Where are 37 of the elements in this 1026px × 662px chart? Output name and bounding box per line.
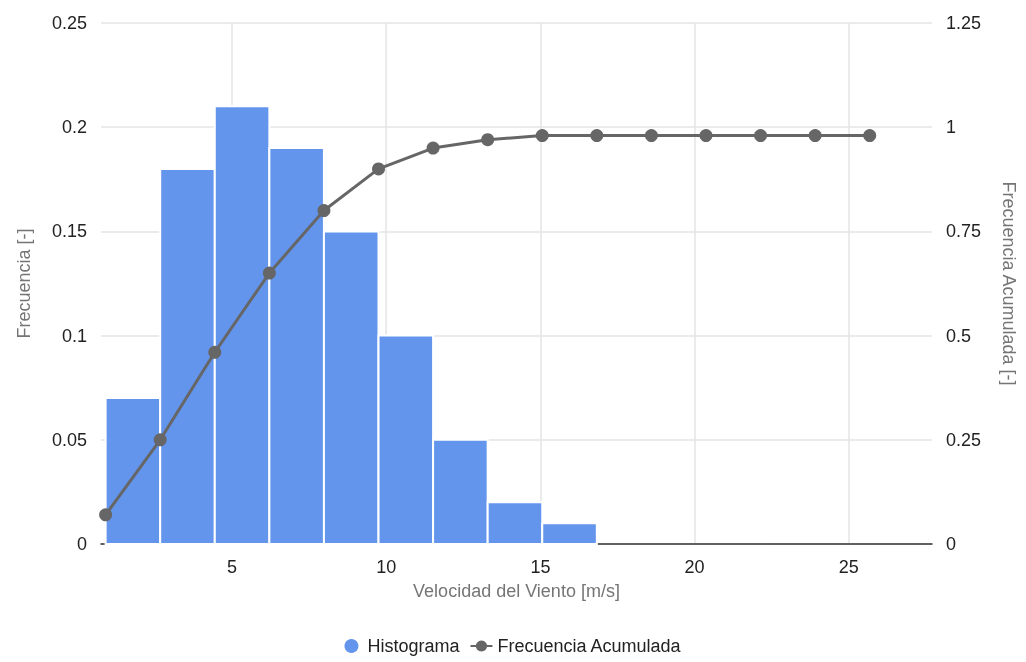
y2-tick-label: 1.25 <box>946 13 982 33</box>
point <box>208 345 222 359</box>
point <box>699 129 713 143</box>
point <box>372 162 386 176</box>
point <box>535 129 549 143</box>
point <box>99 508 113 522</box>
y2-tick-label: 1 <box>946 117 957 138</box>
y-tick-label: 0.25 <box>51 13 87 33</box>
x-tick-label: 5 <box>227 557 238 577</box>
legend-label: Histograma <box>367 636 461 656</box>
y2-axis-title: Frecuencia Acumulada [-] <box>999 181 1019 386</box>
y-tick-label: 0.15 <box>51 221 87 242</box>
x-tick-label: 15 <box>530 557 551 577</box>
y-tick-label: 0.1 <box>61 325 87 346</box>
point <box>863 129 877 143</box>
y-tick-label: 0.05 <box>51 429 87 450</box>
point <box>481 133 495 147</box>
x-tick-label: 10 <box>376 557 397 577</box>
y2-tick-label: 0 <box>946 534 957 554</box>
point <box>153 433 167 447</box>
y2-tick-label: 0.25 <box>946 429 982 450</box>
x-axis-title: Velocidad del Viento [m/s] <box>413 581 620 601</box>
y-tick-label: 0 <box>76 534 87 554</box>
point <box>590 129 604 143</box>
point <box>754 129 768 143</box>
point <box>426 141 440 155</box>
x-tick-label: 20 <box>684 557 705 577</box>
y2-tick-label: 0.75 <box>946 221 982 242</box>
point <box>808 129 822 143</box>
x-tick-label: 25 <box>838 557 859 577</box>
y2-tick-label: 0.5 <box>946 325 972 346</box>
point <box>262 266 276 280</box>
y-axis-title: Frecuencia [-] <box>14 228 34 339</box>
point <box>644 129 658 143</box>
point <box>317 204 331 218</box>
y-tick-label: 0.2 <box>61 117 87 138</box>
legend-label: Frecuencia Acumulada <box>497 636 682 656</box>
